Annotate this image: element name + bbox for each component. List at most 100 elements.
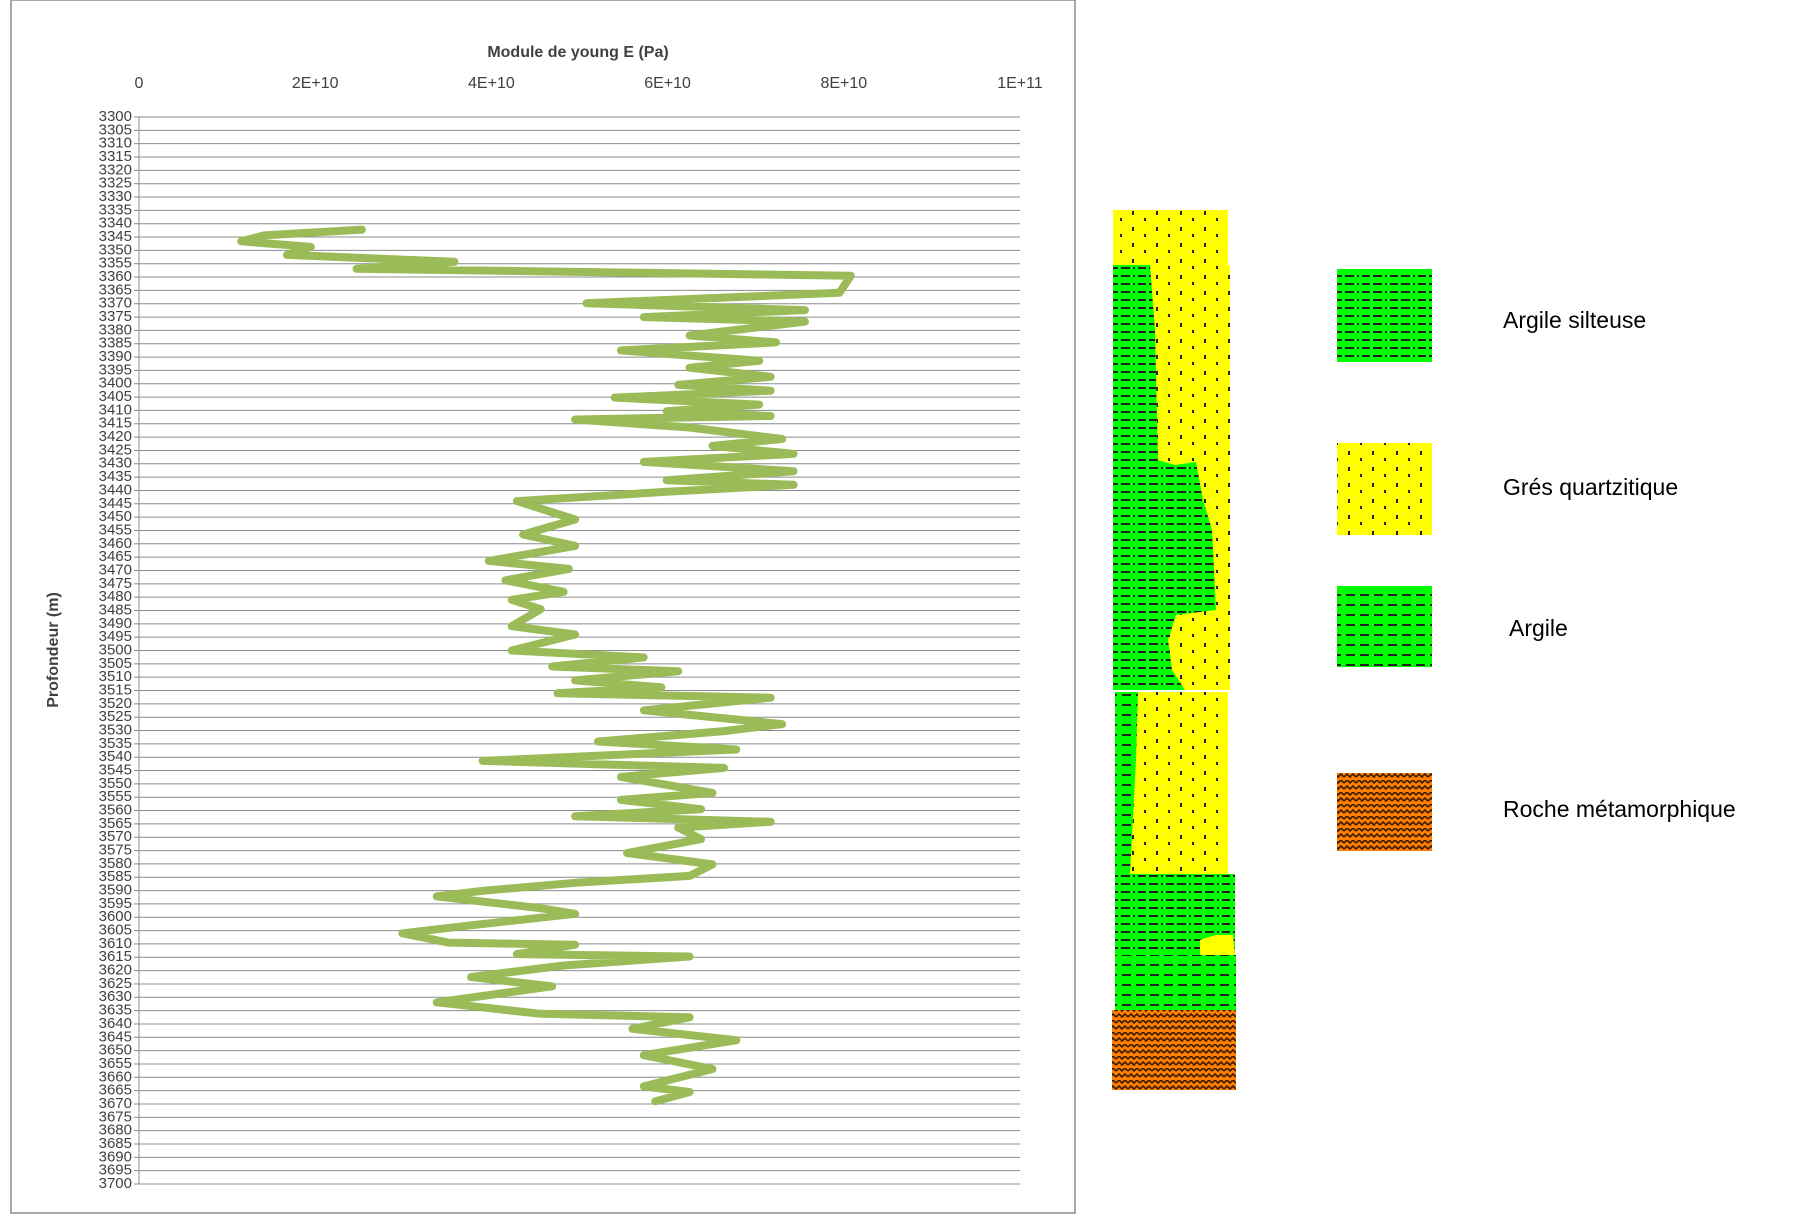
y-tick-label: 3615	[99, 948, 132, 965]
y-tick-label: 3380	[99, 321, 132, 338]
legend-label: Argile silteuse	[1503, 307, 1646, 333]
y-tick-label: 3430	[99, 455, 132, 472]
x-tick-label: 6E+10	[644, 75, 691, 92]
y-tick-label: 3345	[99, 228, 132, 245]
layer-gres	[1200, 935, 1235, 955]
y-tick-label: 3330	[99, 188, 132, 205]
y-tick-label: 3575	[99, 842, 132, 859]
y-tick-label: 3640	[99, 1015, 132, 1032]
layer-argile	[1115, 692, 1138, 874]
y-tick-label: 3590	[99, 882, 132, 899]
y-tick-label: 3325	[99, 175, 132, 192]
y-tick-label: 3695	[99, 1162, 132, 1179]
y-tick-label: 3410	[99, 401, 132, 418]
y-tick-label: 3455	[99, 521, 132, 538]
y-tick-label: 3645	[99, 1028, 132, 1045]
lithology-legend: Argile silteuse Grés quartzitique Argile…	[1337, 269, 1736, 851]
lithology-column	[1112, 210, 1236, 1090]
legend-label: Roche métamorphique	[1503, 796, 1736, 822]
y-tick-label: 3685	[99, 1135, 132, 1152]
y-tick-label: 3335	[99, 201, 132, 218]
y-tick-label: 3535	[99, 735, 132, 752]
y-tick-label: 3665	[99, 1082, 132, 1099]
y-tick-label: 3385	[99, 335, 132, 352]
y-tick-label: 3315	[99, 148, 132, 165]
y-tick-label: 3470	[99, 561, 132, 578]
x-tick-label: 4E+10	[468, 75, 515, 92]
y-tick-label: 3580	[99, 855, 132, 872]
y-tick-label: 3550	[99, 775, 132, 792]
y-tick-label: 3660	[99, 1068, 132, 1085]
y-tick-label: 3690	[99, 1148, 132, 1165]
y-tick-label: 3570	[99, 828, 132, 845]
x-tick-label: 1E+11	[997, 75, 1043, 92]
y-tick-label: 3595	[99, 895, 132, 912]
y-tick-label: 3350	[99, 241, 132, 258]
y-tick-label: 3310	[99, 135, 132, 152]
y-tick-label: 3650	[99, 1042, 132, 1059]
y-tick-label: 3485	[99, 601, 132, 618]
y-tick-label: 3375	[99, 308, 132, 325]
y-tick-label: 3420	[99, 428, 132, 445]
y-tick-label: 3415	[99, 415, 132, 432]
y-tick-label: 3460	[99, 535, 132, 552]
y-tick-label: 3480	[99, 588, 132, 605]
y-tick-label: 3495	[99, 628, 132, 645]
y-tick-label: 3565	[99, 815, 132, 832]
y-tick-label: 3635	[99, 1002, 132, 1019]
x-tick-label: 0	[135, 75, 144, 92]
legend-label: Argile	[1509, 615, 1568, 641]
layer-argile	[1115, 955, 1236, 1010]
x-tick-label: 8E+10	[820, 75, 867, 92]
y-tick-label: 3405	[99, 388, 132, 405]
y-tick-label: 3355	[99, 255, 132, 272]
y-tick-label: 3520	[99, 695, 132, 712]
y-tick-label: 3585	[99, 868, 132, 885]
y-tick-label: 3630	[99, 988, 132, 1005]
y-tick-label: 3365	[99, 281, 132, 298]
data-line	[237, 225, 855, 1106]
y-tick-label: 3540	[99, 748, 132, 765]
y-tick-label: 3475	[99, 575, 132, 592]
y-tick-label: 3680	[99, 1122, 132, 1139]
y-tick-label: 3675	[99, 1108, 132, 1125]
x-tick-label: 2E+10	[292, 75, 339, 92]
y-tick-label: 3340	[99, 215, 132, 232]
y-tick-label: 3370	[99, 295, 132, 312]
y-tick-label: 3305	[99, 121, 132, 138]
y-tick-label: 3560	[99, 802, 132, 819]
y-tick-label: 3655	[99, 1055, 132, 1072]
y-tick-label: 3450	[99, 508, 132, 525]
y-tick-label: 3360	[99, 268, 132, 285]
y-tick-label: 3320	[99, 161, 132, 178]
y-tick-label: 3530	[99, 721, 132, 738]
y-tick-label: 3400	[99, 375, 132, 392]
y-axis-label: Profondeur (m)	[45, 592, 62, 708]
legend-label: Grés quartzitique	[1503, 474, 1678, 500]
y-tick-label: 3600	[99, 908, 132, 925]
legend-swatch	[1337, 269, 1432, 362]
y-tick-label: 3525	[99, 708, 132, 725]
layer-gres	[1113, 210, 1228, 265]
y-tick-label: 3505	[99, 655, 132, 672]
y-tick-label: 3390	[99, 348, 132, 365]
y-tick-label: 3490	[99, 615, 132, 632]
y-tick-label: 3555	[99, 788, 132, 805]
layer-argile-silteuse	[1113, 265, 1216, 690]
y-tick-label: 3300	[99, 108, 132, 125]
layer-roche	[1112, 1010, 1236, 1090]
y-tick-label: 3500	[99, 641, 132, 658]
y-tick-label: 3445	[99, 495, 132, 512]
y-tick-label: 3625	[99, 975, 132, 992]
y-tick-label: 3395	[99, 361, 132, 378]
y-tick-label: 3605	[99, 922, 132, 939]
y-tick-label: 3465	[99, 548, 132, 565]
y-tick-label: 3435	[99, 468, 132, 485]
y-tick-label: 3610	[99, 935, 132, 952]
y-tick-label: 3545	[99, 762, 132, 779]
y-tick-label: 3425	[99, 441, 132, 458]
y-tick-label: 3620	[99, 962, 132, 979]
legend-swatch	[1337, 773, 1432, 851]
